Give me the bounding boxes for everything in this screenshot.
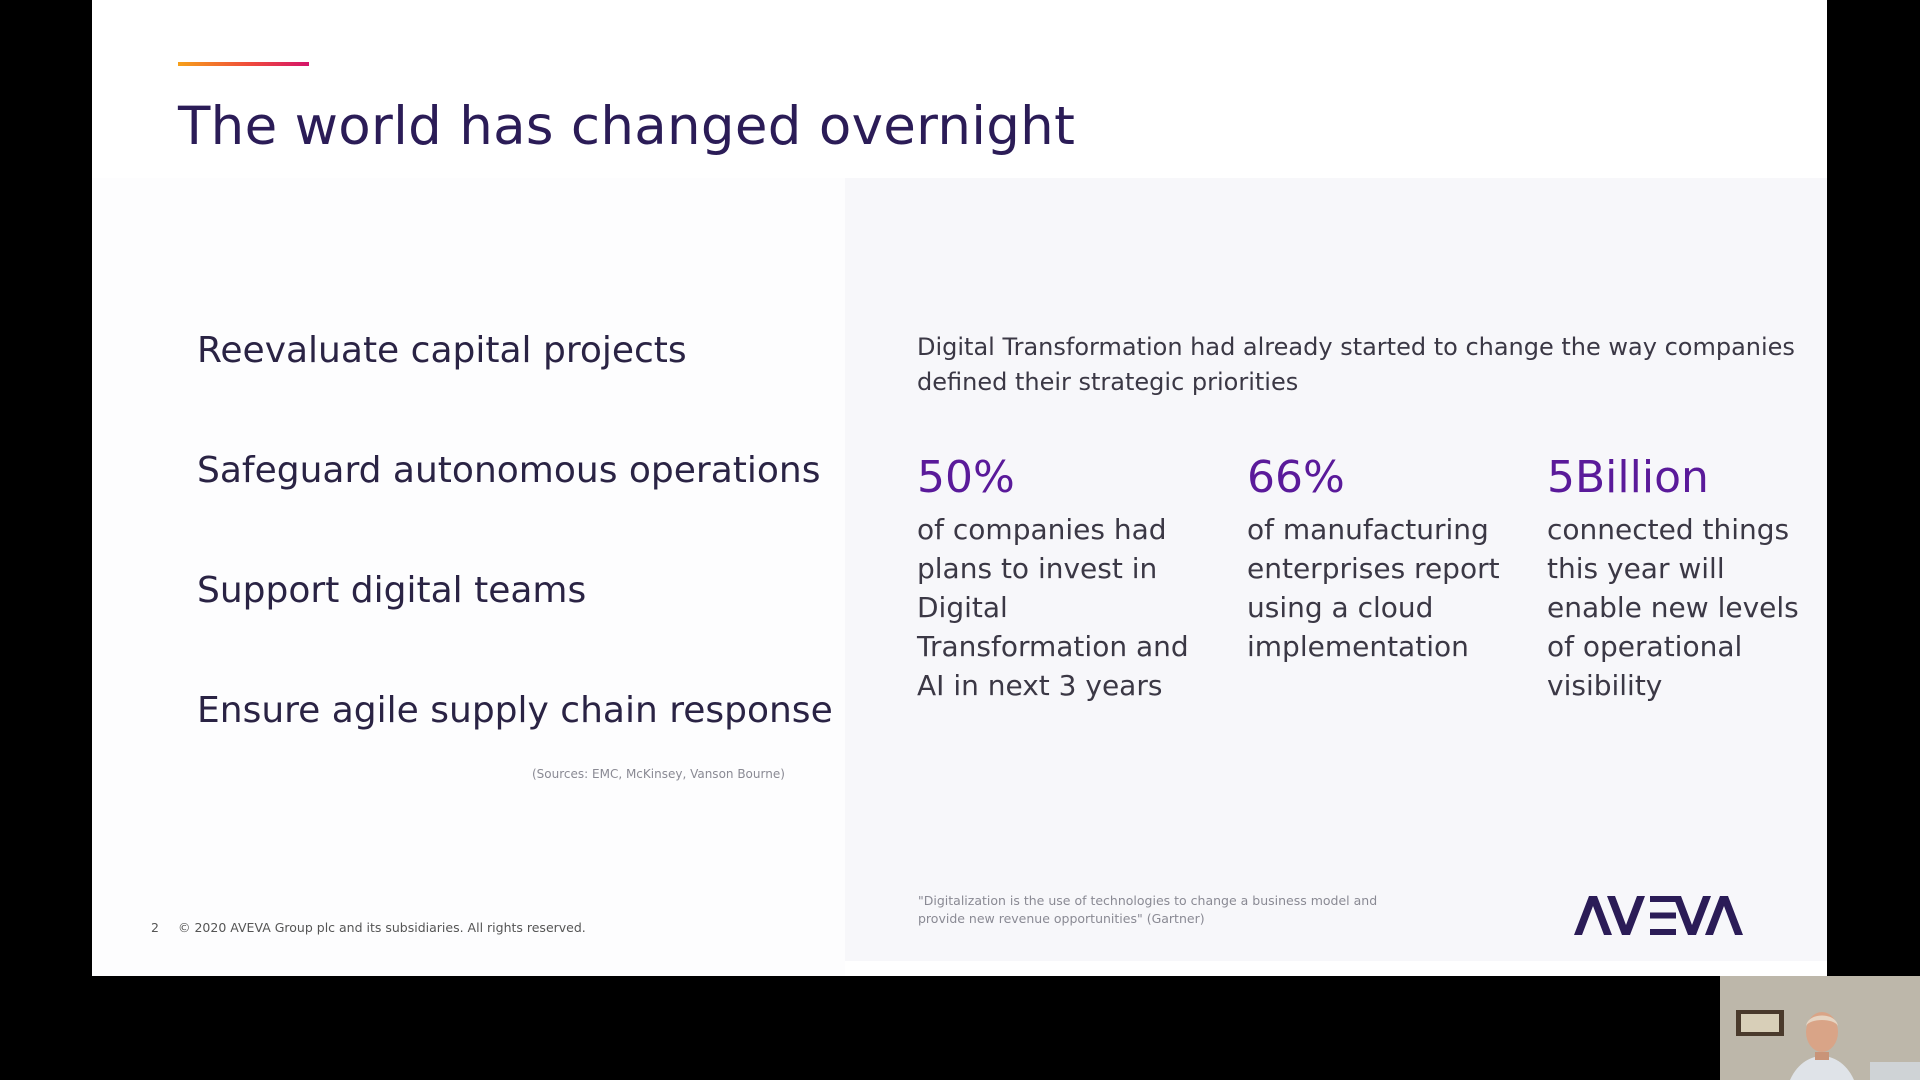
priority-safeguard-autonomous-operations: Safeguard autonomous operations [197, 450, 821, 491]
presentation-slide: The world has changed overnight Reevalua… [92, 0, 1827, 976]
stat-companies-investing: 50% of companies had plans to invest in … [917, 452, 1217, 705]
gartner-quote: "Digitalization is the use of technologi… [918, 893, 1378, 926]
stat-description: of manufacturing enterprises report usin… [1247, 513, 1500, 663]
presenter-video-frame [1720, 976, 1920, 1080]
stat-description: of companies had plans to invest in Digi… [917, 513, 1189, 702]
intro-text: Digital Transformation had already start… [917, 333, 1795, 396]
statistics-panel [845, 178, 1827, 961]
aveva-logo [1574, 896, 1743, 935]
priorities-panel [92, 178, 845, 976]
copyright-notice: © 2020 AVEVA Group plc and its subsidiar… [178, 920, 586, 935]
priority-reevaluate-capital-projects: Reevaluate capital projects [197, 330, 687, 371]
priority-support-digital-teams: Support digital teams [197, 570, 587, 611]
sources-note: (Sources: EMC, McKinsey, Vanson Bourne) [532, 767, 785, 781]
priority-ensure-supply-chain-response: Ensure agile supply chain response [197, 690, 833, 731]
title-accent-line [178, 62, 309, 66]
stat-connected-things: 5Billion connected things this year will… [1547, 452, 1802, 705]
stat-value: 5Billion [1547, 452, 1709, 503]
stat-value: 66% [1247, 452, 1345, 503]
aveva-logo-mark [1574, 896, 1743, 935]
page-number: 2 [151, 920, 159, 935]
presenter-webcam-video [1720, 976, 1920, 1080]
slide-title: The world has changed overnight [178, 96, 1076, 157]
stat-cloud-implementation: 66% of manufacturing enterprises report … [1247, 452, 1517, 666]
stat-value: 50% [917, 452, 1015, 503]
stat-description: connected things this year will enable n… [1547, 513, 1799, 702]
